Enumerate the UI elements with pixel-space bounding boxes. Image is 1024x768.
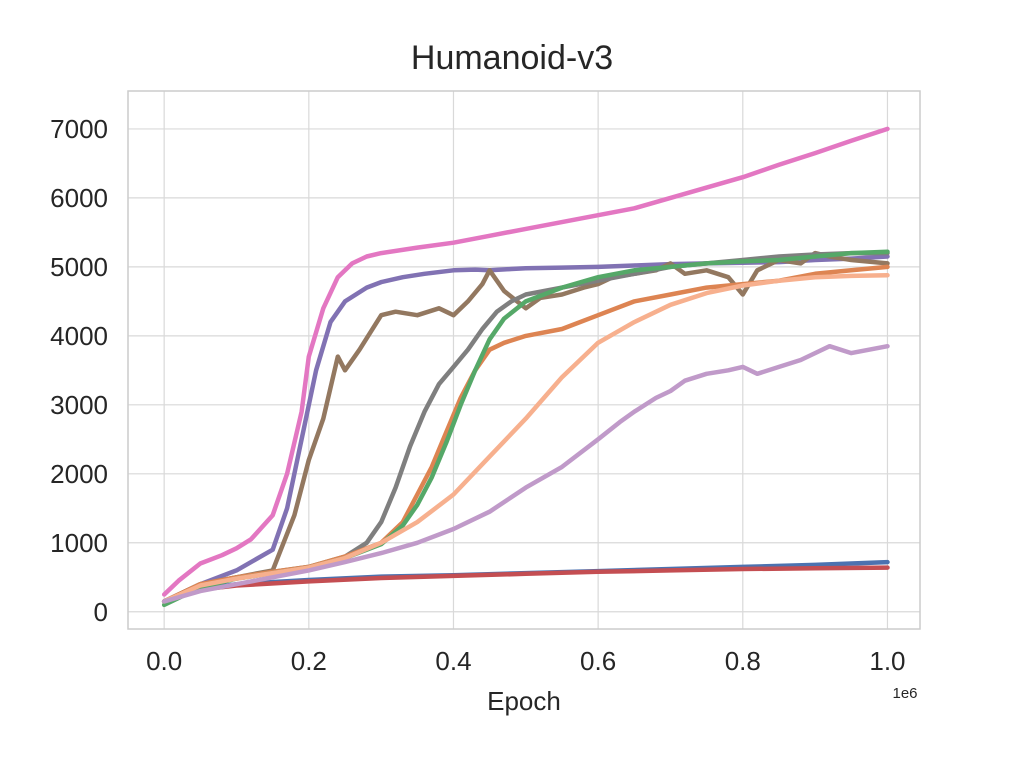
y-tick-label: 3000	[50, 390, 108, 420]
y-tick-label: 0	[94, 597, 108, 627]
plot-frame	[127, 90, 921, 630]
x-tick-label: 0.6	[580, 646, 616, 676]
x-tick-label: 0.2	[291, 646, 327, 676]
chart-title: Humanoid-v3	[411, 39, 613, 77]
series-line-5	[161, 250, 890, 604]
series-line-3	[161, 126, 890, 597]
x-tick-label: 0.4	[435, 646, 471, 676]
x-axis-label: Epoch	[487, 686, 561, 716]
y-tick-label: 4000	[50, 321, 108, 351]
series-line-10	[161, 343, 890, 604]
x-tick-label: 0.0	[146, 646, 182, 676]
y-tick-labels: 0 1000 2000 3000 4000 5000 6000 7000	[50, 114, 108, 627]
y-tick-label: 1000	[50, 528, 108, 558]
x-axis-offset-label: 1e6	[892, 685, 917, 702]
y-tick-label: 2000	[50, 459, 108, 489]
y-tick-label: 5000	[50, 252, 108, 282]
x-tick-labels: 0.0 0.2 0.4 0.6 0.8 1.0	[146, 646, 905, 676]
x-tick-label: 0.8	[725, 646, 761, 676]
series-line-9	[161, 272, 890, 604]
series-layer	[161, 126, 890, 608]
x-tick-label: 1.0	[869, 646, 905, 676]
y-tick-label: 6000	[50, 183, 108, 213]
y-tick-label: 7000	[50, 114, 108, 144]
